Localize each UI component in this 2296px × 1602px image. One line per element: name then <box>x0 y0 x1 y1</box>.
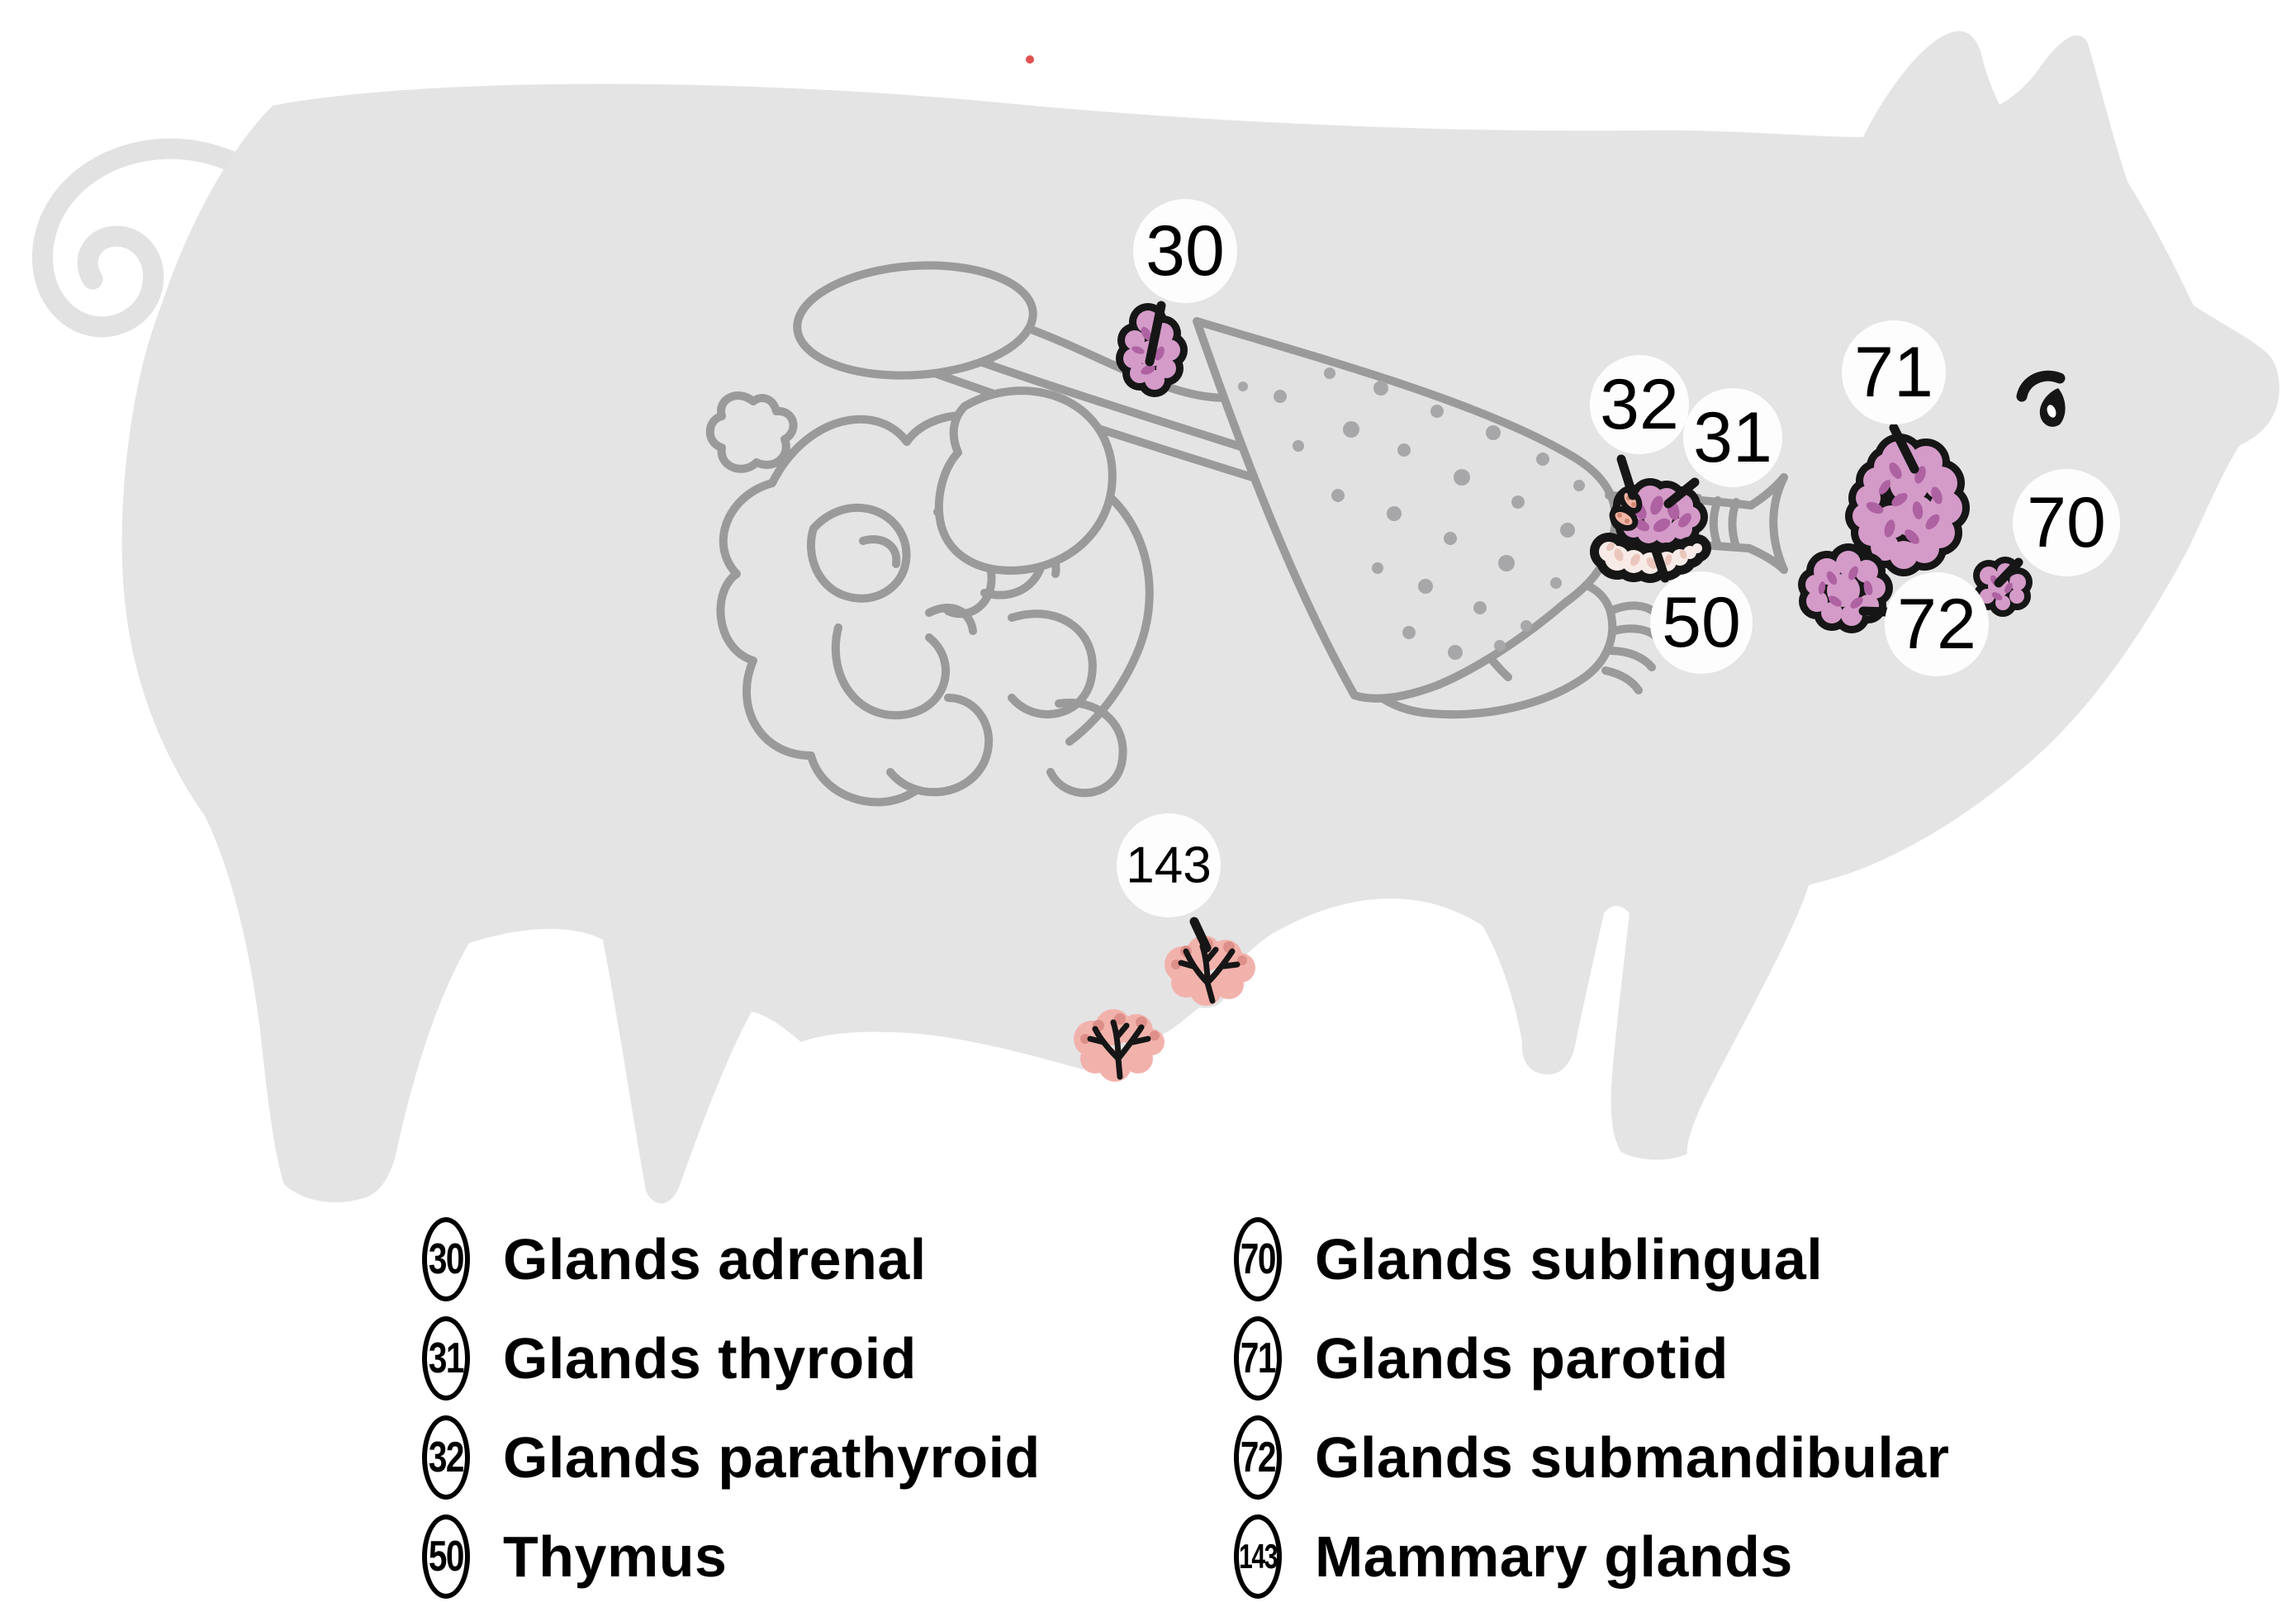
adrenal-gland-spots <box>1131 326 1165 375</box>
legend-label: Glands submandibular <box>1315 1425 1950 1490</box>
callout-71: 71 <box>1842 320 1946 424</box>
legend-label: Thymus <box>503 1524 728 1589</box>
legend-label: Glands parotid <box>1315 1326 1729 1391</box>
leader-31 <box>1663 477 1700 509</box>
legend-number-badge: 32 <box>422 1415 470 1500</box>
legend-number-badge: 30 <box>422 1217 470 1301</box>
legend-label: Glands sublingual <box>1315 1227 1824 1292</box>
callout-72: 72 <box>1885 572 1989 676</box>
organ-outlines <box>705 261 1788 807</box>
leader-32 <box>1616 454 1638 500</box>
sublingual-gland-spots <box>1990 575 2013 600</box>
callout-50-label: 50 <box>1662 583 1741 662</box>
callout-72-label: 72 <box>1897 585 1976 664</box>
stomach-outline <box>935 386 1117 575</box>
callout-143: 143 <box>1117 813 1221 917</box>
legend-number: 143 <box>1238 1537 1278 1576</box>
legend-item-thyroid: 31 Glands thyroid <box>422 1316 1041 1401</box>
pig-tail <box>31 138 273 338</box>
legend-number-badge: 50 <box>422 1514 470 1599</box>
callout-50: 50 <box>1650 571 1753 674</box>
legend-column-left: 30 Glands adrenal 31 Glands thyroid 32 G… <box>422 1217 1041 1599</box>
leader-30 <box>1145 301 1166 367</box>
thymus-spots <box>1606 542 1687 569</box>
lymph-cloud-outline <box>705 391 798 473</box>
legend-item-mammary: 143 Mammary glands <box>1234 1514 1949 1599</box>
callout-32-label: 32 <box>1600 365 1679 444</box>
legend-number: 30 <box>429 1235 465 1283</box>
submandibular-gland <box>1798 543 1893 633</box>
callout-30: 30 <box>1133 199 1237 303</box>
callout-70: 70 <box>2013 469 2120 576</box>
leader-lines <box>1145 301 2023 953</box>
callout-30-label: 30 <box>1146 211 1225 291</box>
legend-number: 32 <box>429 1434 465 1481</box>
duodenum-hook <box>944 567 996 619</box>
pig-silhouette <box>121 31 2279 1204</box>
legend-label: Glands parathyroid <box>503 1425 1041 1490</box>
callouts: 30 32 31 50 71 70 <box>1117 199 2120 917</box>
legend-number-badge: 71 <box>1234 1316 1282 1401</box>
lung-outline <box>1193 317 1620 703</box>
legend-item-parathyroid: 32 Glands parathyroid <box>422 1415 1041 1500</box>
legend-number: 31 <box>429 1334 465 1382</box>
legend-item-adrenal: 30 Glands adrenal <box>422 1217 1041 1301</box>
callout-31: 31 <box>1683 388 1782 487</box>
leader-143 <box>1189 917 1212 953</box>
legend-label: Glands thyroid <box>503 1326 917 1391</box>
legend-number-badge: 31 <box>422 1316 470 1401</box>
legend-number-badge: 70 <box>1234 1217 1282 1301</box>
callout-32: 32 <box>1590 355 1689 454</box>
leader-50 <box>1650 543 1670 583</box>
legend-number: 71 <box>1241 1334 1277 1382</box>
legend-label: Glands adrenal <box>503 1227 927 1292</box>
callout-31-label: 31 <box>1693 398 1772 477</box>
legend-label: Mammary glands <box>1315 1524 1793 1589</box>
legend-number: 50 <box>429 1533 465 1581</box>
callout-143-label: 143 <box>1126 837 1211 894</box>
legend-item-thymus: 50 Thymus <box>422 1514 1041 1599</box>
legend-column-right: 70 Glands sublingual 71 Glands parotid 7… <box>1234 1217 1949 1599</box>
red-speck <box>1026 55 1034 64</box>
pig-eye-icon <box>2016 370 2066 427</box>
legend-number: 72 <box>1241 1434 1277 1481</box>
lung-dots <box>1238 367 1585 660</box>
callout-71-label: 71 <box>1854 333 1933 412</box>
legend-item-sublingual: 70 Glands sublingual <box>1234 1217 1949 1301</box>
legend-number-badge: 72 <box>1234 1415 1282 1500</box>
legend-item-parotid: 71 Glands parotid <box>1234 1316 1949 1401</box>
leader-70 <box>1994 557 2023 588</box>
leader-71 <box>1889 423 1919 474</box>
callout-70-label: 70 <box>2027 483 2106 562</box>
legend-item-submandibular: 72 Glands submandibular <box>1234 1415 1949 1500</box>
kidney-outline <box>793 261 1037 380</box>
legend-number: 70 <box>1241 1235 1277 1283</box>
legend-number-badge: 143 <box>1234 1514 1282 1599</box>
submandibular-gland-spots <box>1818 566 1873 609</box>
mammary-gland-2-ducts <box>1087 1019 1151 1080</box>
